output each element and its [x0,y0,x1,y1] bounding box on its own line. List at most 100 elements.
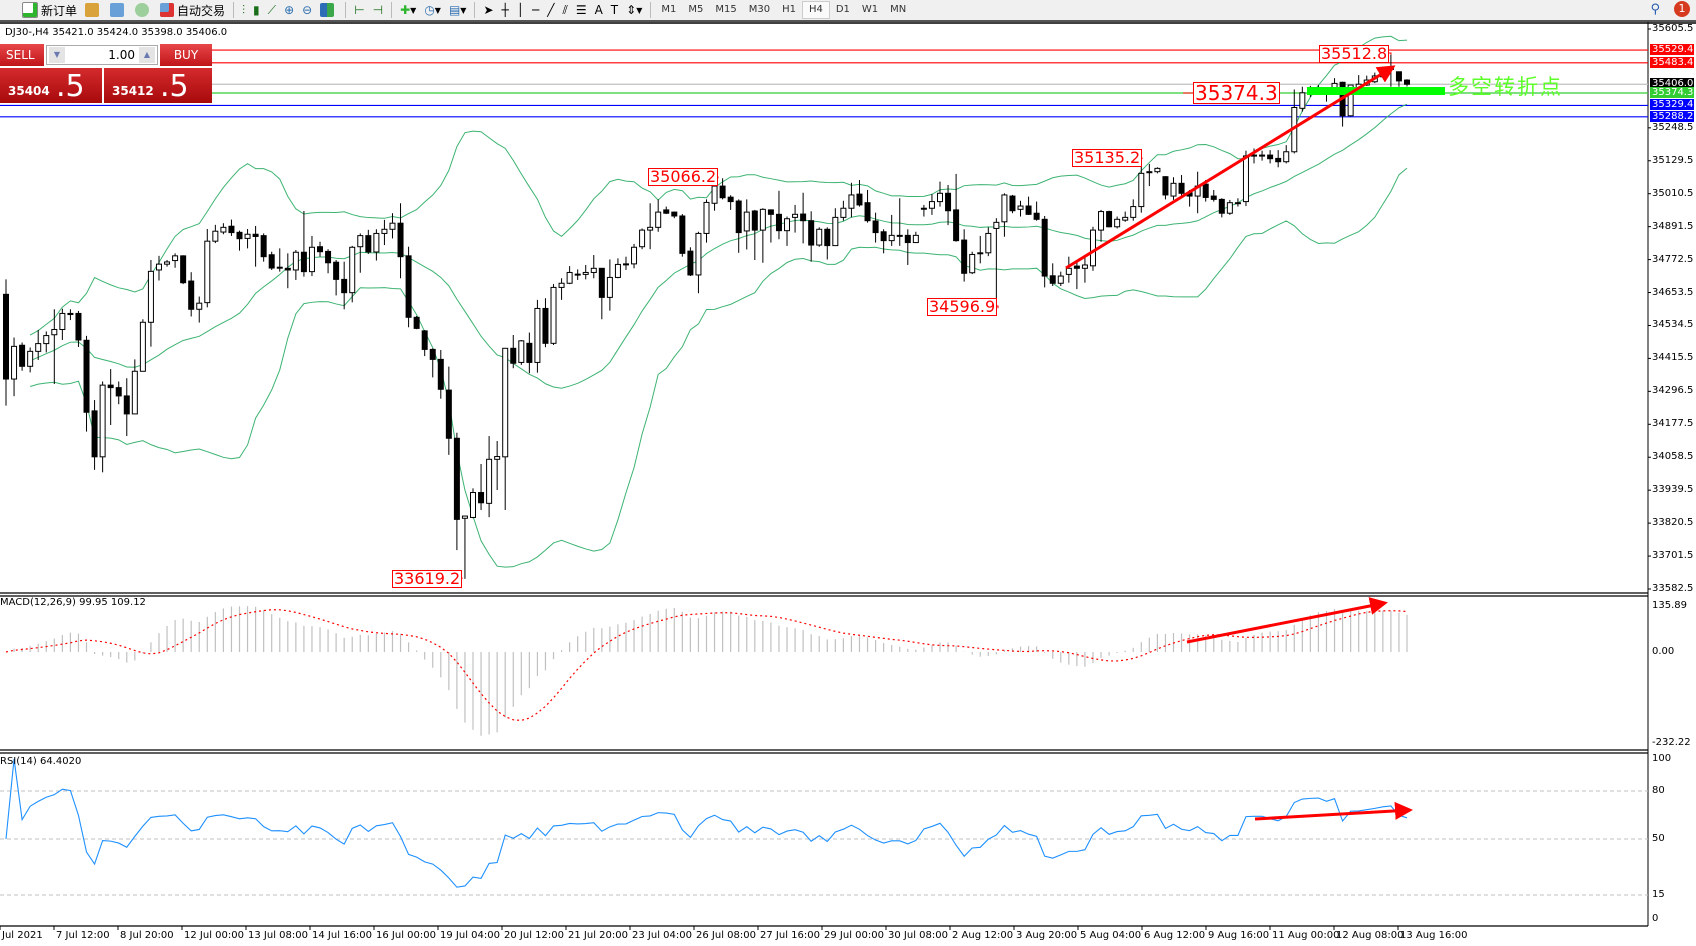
annotation-35135[interactable]: 35135.2 [1072,148,1143,167]
periods-button[interactable]: ◷ ▼ [420,1,445,19]
candle-body [961,239,968,274]
candle-body [816,228,823,246]
equidistant-channel-button[interactable]: ⫽ [558,1,571,19]
arrows-icon: ⇕ [626,3,637,17]
chart-shift-button[interactable]: ⊣ [369,1,387,19]
annotation-35066[interactable]: 35066.2 [648,167,719,186]
auto-trading-button[interactable]: 自动交易 [156,1,229,19]
macd-label: MACD(12,26,9) 99.95 109.12 [0,597,146,608]
candle-body [912,234,919,244]
text-button[interactable]: A [591,1,607,19]
bar-chart-button[interactable]: ⫶ [238,1,249,19]
candle [228,219,235,236]
candle [413,315,420,330]
trendline-button[interactable]: ╱ [543,1,558,19]
candle [1033,201,1040,221]
timeframe-w1[interactable]: W1 [861,4,879,15]
tile-windows-button[interactable] [316,1,341,19]
cursor-button[interactable]: ➤ [479,1,497,19]
arrows-button[interactable]: ⇕ ▼ [622,1,646,19]
line-chart-button[interactable]: ⟋ [264,1,280,19]
buy-price-main: 35412 [112,84,154,98]
candle-body [172,255,179,262]
rsi-trend-arrow [1254,801,1413,821]
autoscroll-button[interactable]: ⊢ [350,1,368,19]
lot-size-stepper[interactable]: ▼ 1.00 ▲ [46,45,158,65]
toolbar-divider [474,2,476,18]
candle [1009,194,1016,214]
new-order-button[interactable]: 新订单 [18,1,81,19]
line-chart-icon: ⟋ [267,2,277,17]
timeframe-m30[interactable]: M30 [748,4,771,15]
lot-size-value[interactable]: 1.00 [108,48,135,62]
timeframe-d1[interactable]: D1 [835,4,850,15]
horizontal-line-button[interactable]: ─ [528,1,543,19]
candle [1267,150,1274,164]
candle [244,229,251,249]
candle [1089,226,1096,271]
candle-body [1017,205,1024,210]
timeframe-h4[interactable]: H4 [801,1,830,19]
candle-body [510,347,517,364]
candle-body [622,263,629,266]
navigator-button[interactable] [106,1,131,19]
annotation-high-35512[interactable]: 35512.8 [1319,44,1390,63]
zoom-out-button[interactable]: ⊖ [298,1,316,19]
candle [1138,159,1145,213]
price-level-tag: 35529.4 [1650,44,1694,56]
time-tick-label: 13 Jul 08:00 [248,930,308,941]
candle-body [43,335,50,345]
price-tick-label: 34415.5 [1652,352,1694,364]
candle-body [228,225,235,234]
annotation-level-35374[interactable]: 35374.3 [1193,81,1280,105]
turn-point-label[interactable]: 多空转折点 [1448,75,1563,99]
annotation-low-33619[interactable]: 33619.2 [392,569,463,588]
candle-body [888,234,895,242]
timeframe-mn[interactable]: MN [890,4,907,15]
decrease-lot-icon[interactable]: ▼ [49,47,65,63]
candle [920,204,927,217]
timeframe-m1[interactable]: M1 [661,4,677,15]
time-tick-label: 12 Aug 08:00 [1336,930,1404,941]
crosshair-button[interactable]: ┼ [498,1,513,19]
signal-button[interactable] [131,1,156,19]
market-watch-button[interactable] [81,1,106,19]
vertical-line-button[interactable]: │ [513,1,528,19]
candle [542,298,549,348]
increase-lot-icon[interactable]: ▲ [139,47,155,63]
candle [365,229,372,254]
candle [961,229,968,282]
candle [848,182,855,218]
notification-badge[interactable]: 1 [1674,1,1690,17]
candle-body [695,232,702,276]
candle-body [470,492,476,518]
timeframe-m15[interactable]: M15 [715,4,737,15]
candle-body [1162,176,1169,196]
candle-body [461,515,468,519]
indicators-button[interactable]: ✚ ▼ [396,1,420,19]
zoom-in-button[interactable]: ⊕ [280,1,298,19]
candle-body [711,185,718,204]
candle-body [582,271,589,275]
toolbar-divider [391,2,393,18]
candle [115,381,122,405]
candle [719,178,726,200]
text-label-button[interactable]: T [607,1,622,19]
buy-price-button[interactable]: 35412 .5 [104,68,212,103]
search-icon[interactable]: ⚲ [1650,2,1660,17]
buy-button[interactable]: BUY [160,44,212,66]
candle-body [687,250,694,276]
sell-price-button[interactable]: 35404 .5 [0,68,102,103]
timeframe-h1[interactable]: H1 [782,4,796,15]
candle [759,208,766,263]
rsi-tick-label: 50 [1652,833,1665,844]
annotation-34596[interactable]: 34596.9 [927,297,998,316]
candlestick-button[interactable]: ▮ [249,1,264,19]
price-tick-label: 35605.5 [1652,23,1694,34]
fibonacci-button[interactable]: ☰ [572,1,591,19]
sell-button[interactable]: SELL [0,44,44,66]
timeframe-m5[interactable]: M5 [688,4,704,15]
autoscroll-icon: ⊢ [354,3,365,17]
templates-button[interactable]: ▤ ▼ [445,1,471,19]
